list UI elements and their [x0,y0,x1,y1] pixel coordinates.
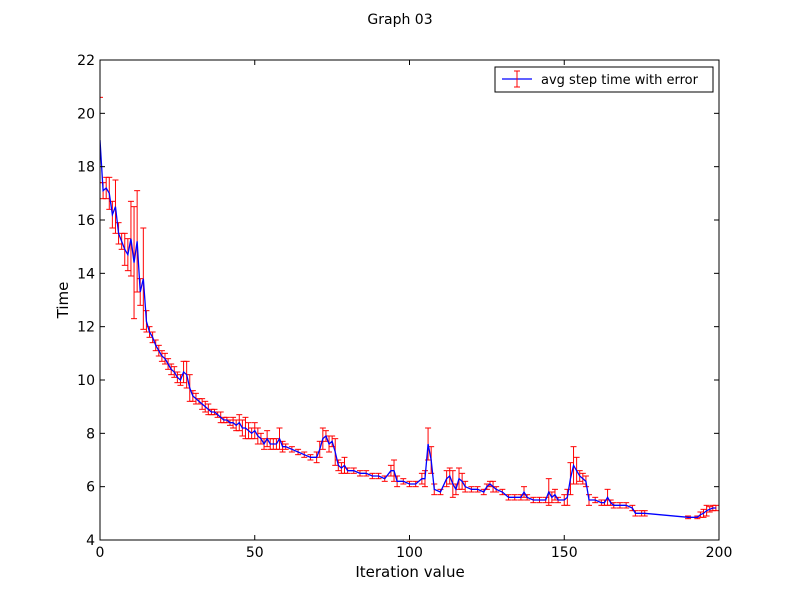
series-line [100,139,716,518]
legend-label: avg step time with error [541,73,699,88]
y-tick-label: 14 [77,266,95,282]
y-tick-label: 16 [77,213,95,229]
x-tick-label: 50 [246,545,264,561]
x-tick-label: 200 [706,545,733,561]
y-tick-label: 8 [86,426,95,442]
y-tick-label: 20 [77,106,95,122]
y-tick-label: 6 [86,480,95,496]
x-axis-label: Iteration value [355,563,464,581]
legend-symbol [502,70,532,88]
x-tick-label: 150 [551,545,578,561]
y-tick-label: 22 [77,53,95,69]
x-tick-label: 0 [96,545,105,561]
chart-title: Graph 03 [367,12,432,28]
plot-area: 0 50 100 150 200 4 6 8 10 12 14 16 18 20 22 [77,53,732,561]
x-tick-label: 100 [396,545,423,561]
series-group [100,96,719,520]
legend-box [494,66,714,93]
y-tick-label: 12 [77,320,95,336]
y-axis-label: Time [54,282,72,320]
y-tick-label: 4 [86,533,95,549]
y-tick-label: 18 [77,160,95,176]
legend: avg step time with error [494,66,714,93]
y-tick-label: 10 [77,373,95,389]
